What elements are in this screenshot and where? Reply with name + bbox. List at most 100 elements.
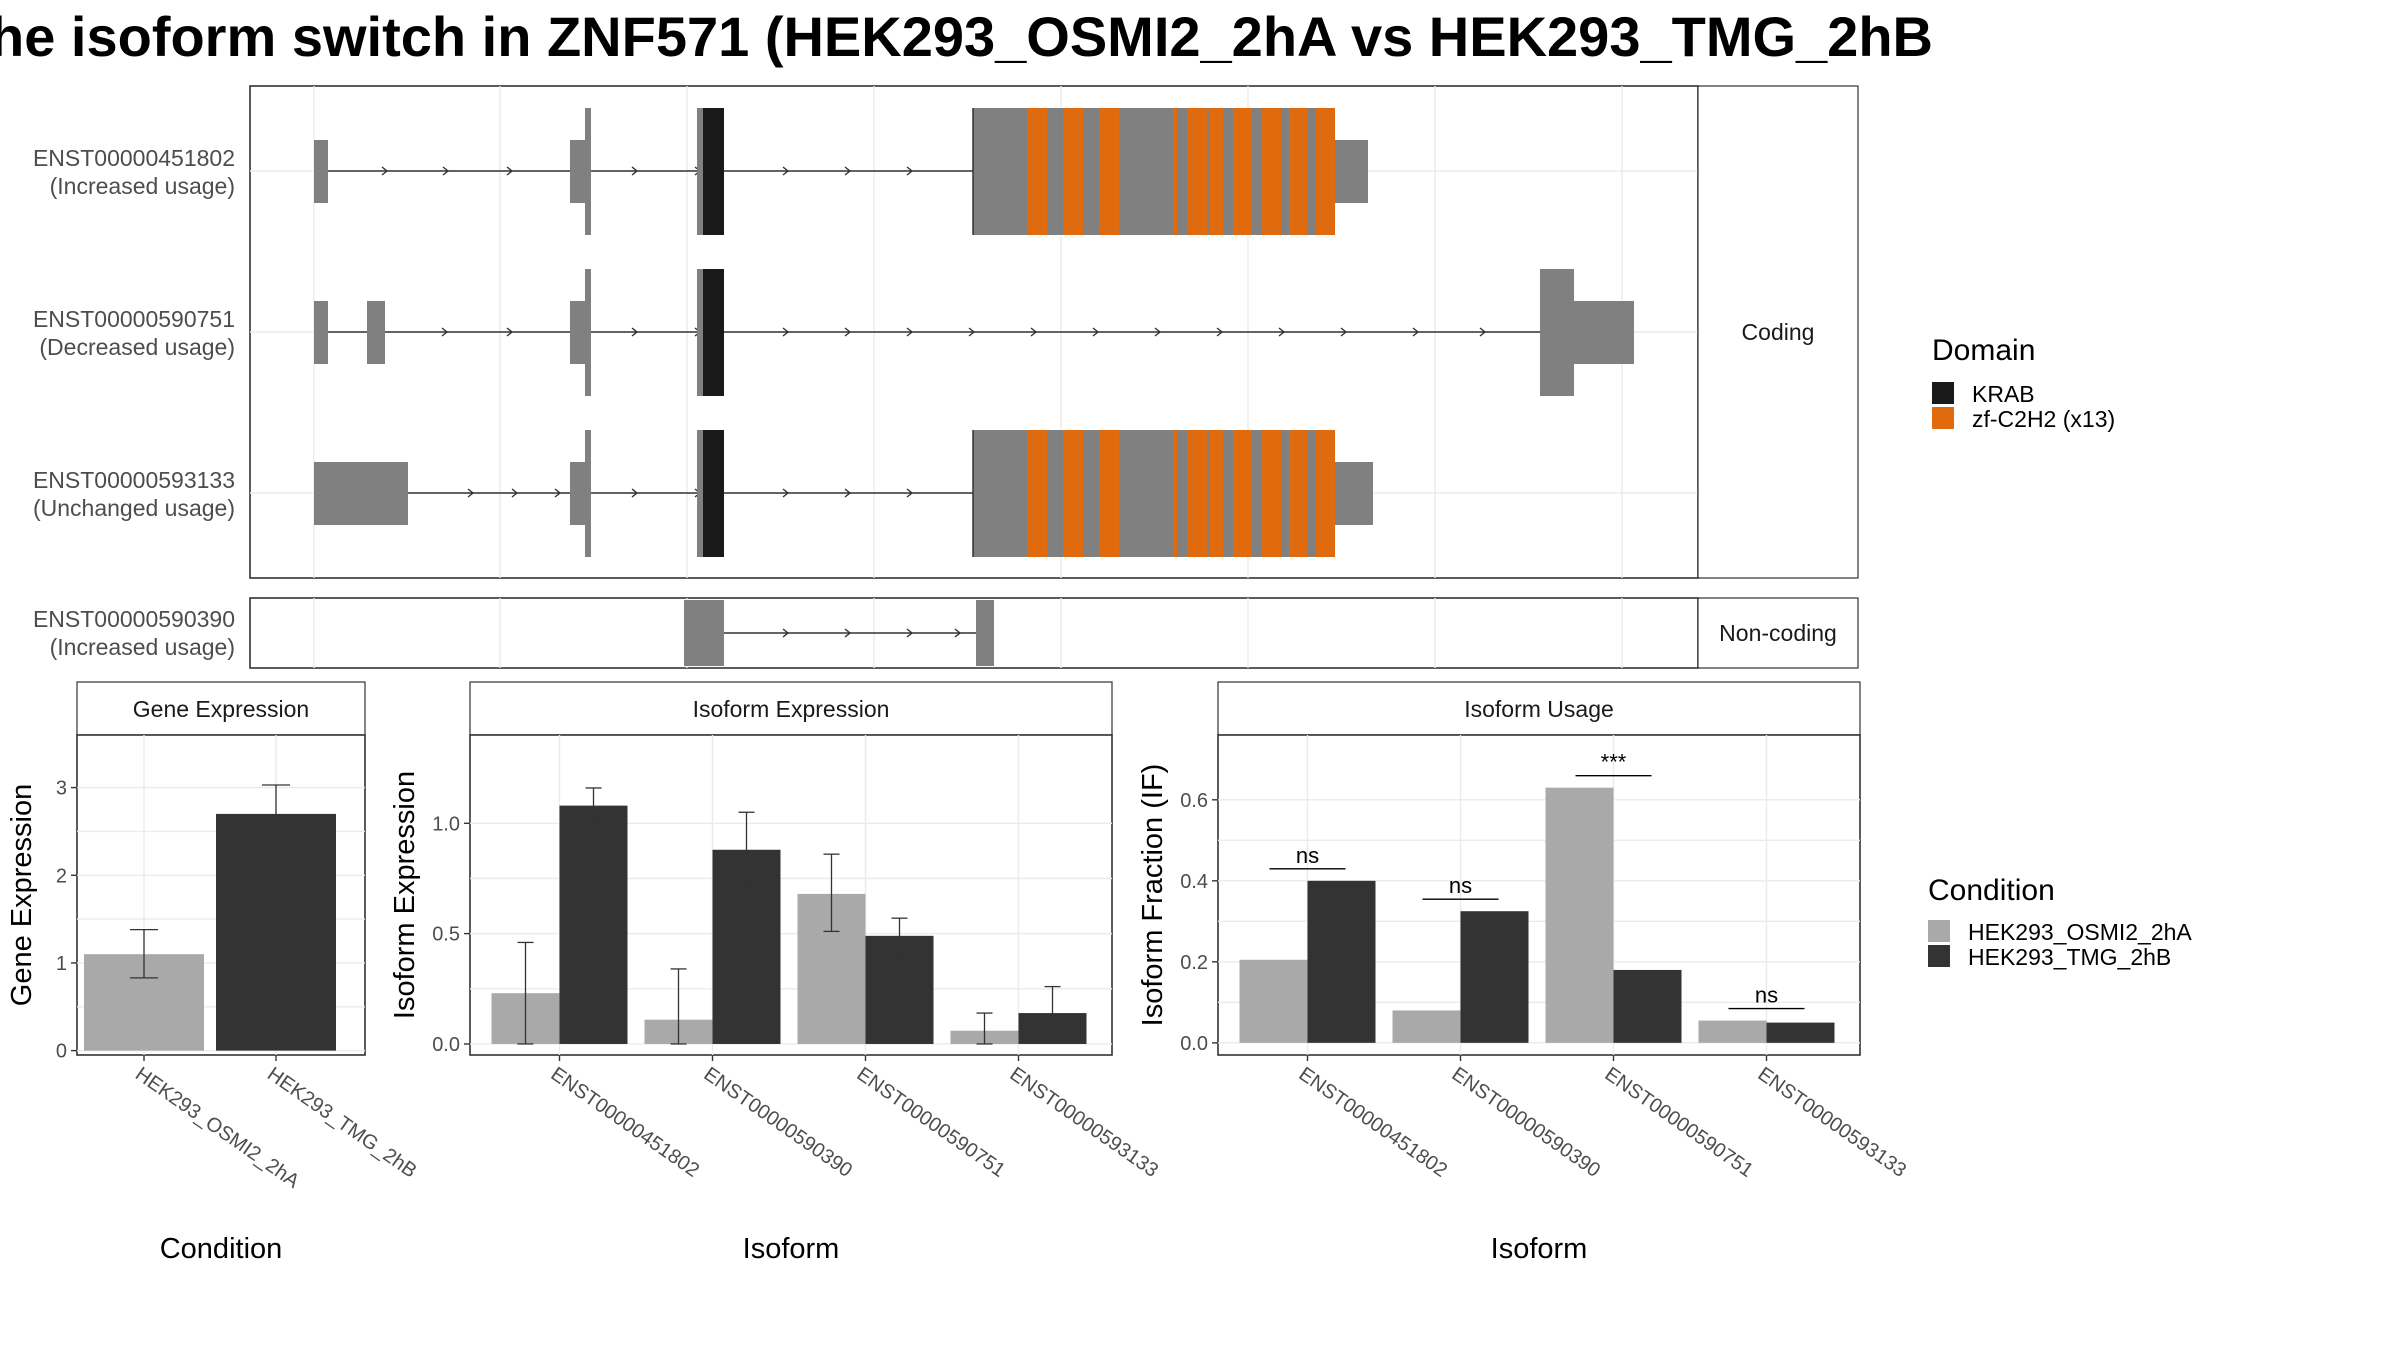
exon <box>1335 140 1368 203</box>
krab-domain <box>703 108 724 235</box>
coding-strip-label: Coding <box>1742 319 1815 345</box>
tmg-swatch <box>1928 945 1950 967</box>
x-tick-label: ENST00000451802 <box>1295 1063 1452 1182</box>
zf-c2h2-domain <box>1233 108 1252 235</box>
x-tick-label: ENST00000451802 <box>547 1063 704 1182</box>
y-tick-label: 3 <box>56 778 67 800</box>
legend-label: zf-C2H2 (x13) <box>1972 406 2115 432</box>
bar <box>559 805 628 1044</box>
zf-c2h2-domain <box>1063 108 1083 235</box>
y-tick-label: 0.4 <box>1180 871 1208 893</box>
isoform-usage-label: (Decreased usage) <box>39 334 235 360</box>
y-tick-label: 1 <box>56 953 67 975</box>
isoform-id-label: ENST00000593133 <box>33 467 235 493</box>
zf-c2h2-domain <box>1063 430 1083 557</box>
exon <box>314 140 328 203</box>
legend-title: Domain <box>1932 334 2035 367</box>
significance-label: ns <box>1296 843 1319 868</box>
y-tick-label: 0 <box>56 1041 67 1063</box>
exon <box>585 430 591 557</box>
bar <box>216 813 336 1051</box>
significance-label: ns <box>1449 873 1472 898</box>
x-axis-title: Condition <box>160 1233 283 1265</box>
isoform-id-label: ENST00000590390 <box>33 606 235 632</box>
bar <box>1239 959 1308 1043</box>
krab-domain <box>703 430 724 557</box>
isoform-expression-chart: Isoform Expression 0.0 0.5 1.0 Isoform Expre… <box>389 681 1163 1265</box>
direction-arrows <box>782 628 962 638</box>
y-tick-label: 0.0 <box>432 1034 460 1056</box>
coding-strip <box>1697 85 1859 579</box>
condition-legend: Condition HEK293_OSMI2_2hA HEK293_TMG_2h… <box>1928 874 2192 970</box>
exon <box>585 108 591 235</box>
panel-strip <box>76 681 366 736</box>
panel-strip-label: Isoform Usage <box>1464 696 1614 722</box>
y-tick-label: 2 <box>56 865 67 887</box>
zf-c2h2-domain <box>1099 430 1119 557</box>
exon <box>976 600 994 666</box>
y-axis-title: Isoform Expression <box>389 771 421 1019</box>
zf-c2h2-domain <box>1173 430 1177 557</box>
zf-c2h2-domain <box>1233 430 1252 557</box>
zf-c2h2-domain <box>1210 108 1223 235</box>
bar <box>1460 911 1529 1043</box>
zf-c2h2-domain <box>1099 108 1119 235</box>
exon <box>314 462 408 525</box>
noncoding-strip-label: Non-coding <box>1719 620 1837 646</box>
isoform-usage-chart: Isoform Usage ns ns *** ns 0.0 0.2 0.4 0.6 Isofor… <box>1137 681 1910 1265</box>
x-tick-label: ENST00000590390 <box>700 1063 857 1182</box>
legend-title: Condition <box>1928 874 2055 907</box>
y-axis-title: Gene Expression <box>6 784 38 1006</box>
exon <box>314 301 328 364</box>
x-axis-title: Isoform <box>743 1233 840 1265</box>
isoform-usage-label: (Increased usage) <box>50 634 235 660</box>
significance-label: ns <box>1755 983 1778 1008</box>
zf-c2h2-domains <box>1027 430 1335 557</box>
exon <box>570 301 586 364</box>
figure-title: he isoform switch in ZNF571 (HEK293_OSMI… <box>0 5 1933 68</box>
exon <box>585 269 591 396</box>
bar <box>1307 880 1376 1043</box>
isoform-id-label: ENST00000451802 <box>33 145 235 171</box>
y-tick-label: 0.2 <box>1180 952 1208 974</box>
coding-facet: Coding ENST00000451802 (Increased usage) <box>33 85 1859 579</box>
bar <box>1392 1010 1461 1043</box>
isoform-id-label: ENST00000590751 <box>33 306 235 332</box>
panel-strip <box>1217 681 1861 736</box>
krab-domain <box>703 269 724 396</box>
exon <box>1335 462 1373 525</box>
transcript-row: ENST00000593133 (Unchanged usage) <box>33 430 1373 557</box>
x-axis-title: Isoform <box>1491 1233 1588 1265</box>
zf-c2h2-domain <box>1027 108 1047 235</box>
zf-c2h2-domains <box>1027 108 1335 235</box>
transcript-row: ENST00000590390 (Increased usage) <box>33 600 994 666</box>
zf-c2h2-domain <box>1187 108 1207 235</box>
y-tick-label: 0.6 <box>1180 790 1208 812</box>
exon <box>367 301 385 364</box>
zf-c2h2-domain <box>1173 108 1177 235</box>
zf-c2h2-domain <box>1210 430 1223 557</box>
bar <box>1545 787 1614 1043</box>
isoform-usage-label: (Increased usage) <box>50 173 235 199</box>
isoform-usage-label: (Unchanged usage) <box>33 495 235 521</box>
bar <box>1766 1022 1835 1043</box>
krab-swatch <box>1932 382 1954 404</box>
panel-strip-label: Gene Expression <box>133 696 309 722</box>
zf-c2h2-domain <box>1262 108 1281 235</box>
bar <box>1698 1020 1767 1043</box>
zf-c2h2-domain <box>1262 430 1281 557</box>
x-tick-label: ENST00000590751 <box>1601 1063 1758 1182</box>
x-tick-label: ENST00000590390 <box>1448 1063 1605 1182</box>
exon <box>697 430 703 557</box>
exon <box>1540 269 1574 396</box>
exon <box>570 462 586 525</box>
exon <box>570 140 586 203</box>
transcript-row: ENST00000451802 (Increased usage) <box>33 108 1368 235</box>
y-tick-label: 0.5 <box>432 924 460 946</box>
zf-c2h2-domain <box>1027 430 1047 557</box>
y-tick-label: 0.0 <box>1180 1033 1208 1055</box>
zf-c2h2-domain <box>1289 108 1308 235</box>
bar <box>1613 969 1682 1043</box>
x-tick-label: ENST00000593133 <box>1006 1063 1163 1182</box>
